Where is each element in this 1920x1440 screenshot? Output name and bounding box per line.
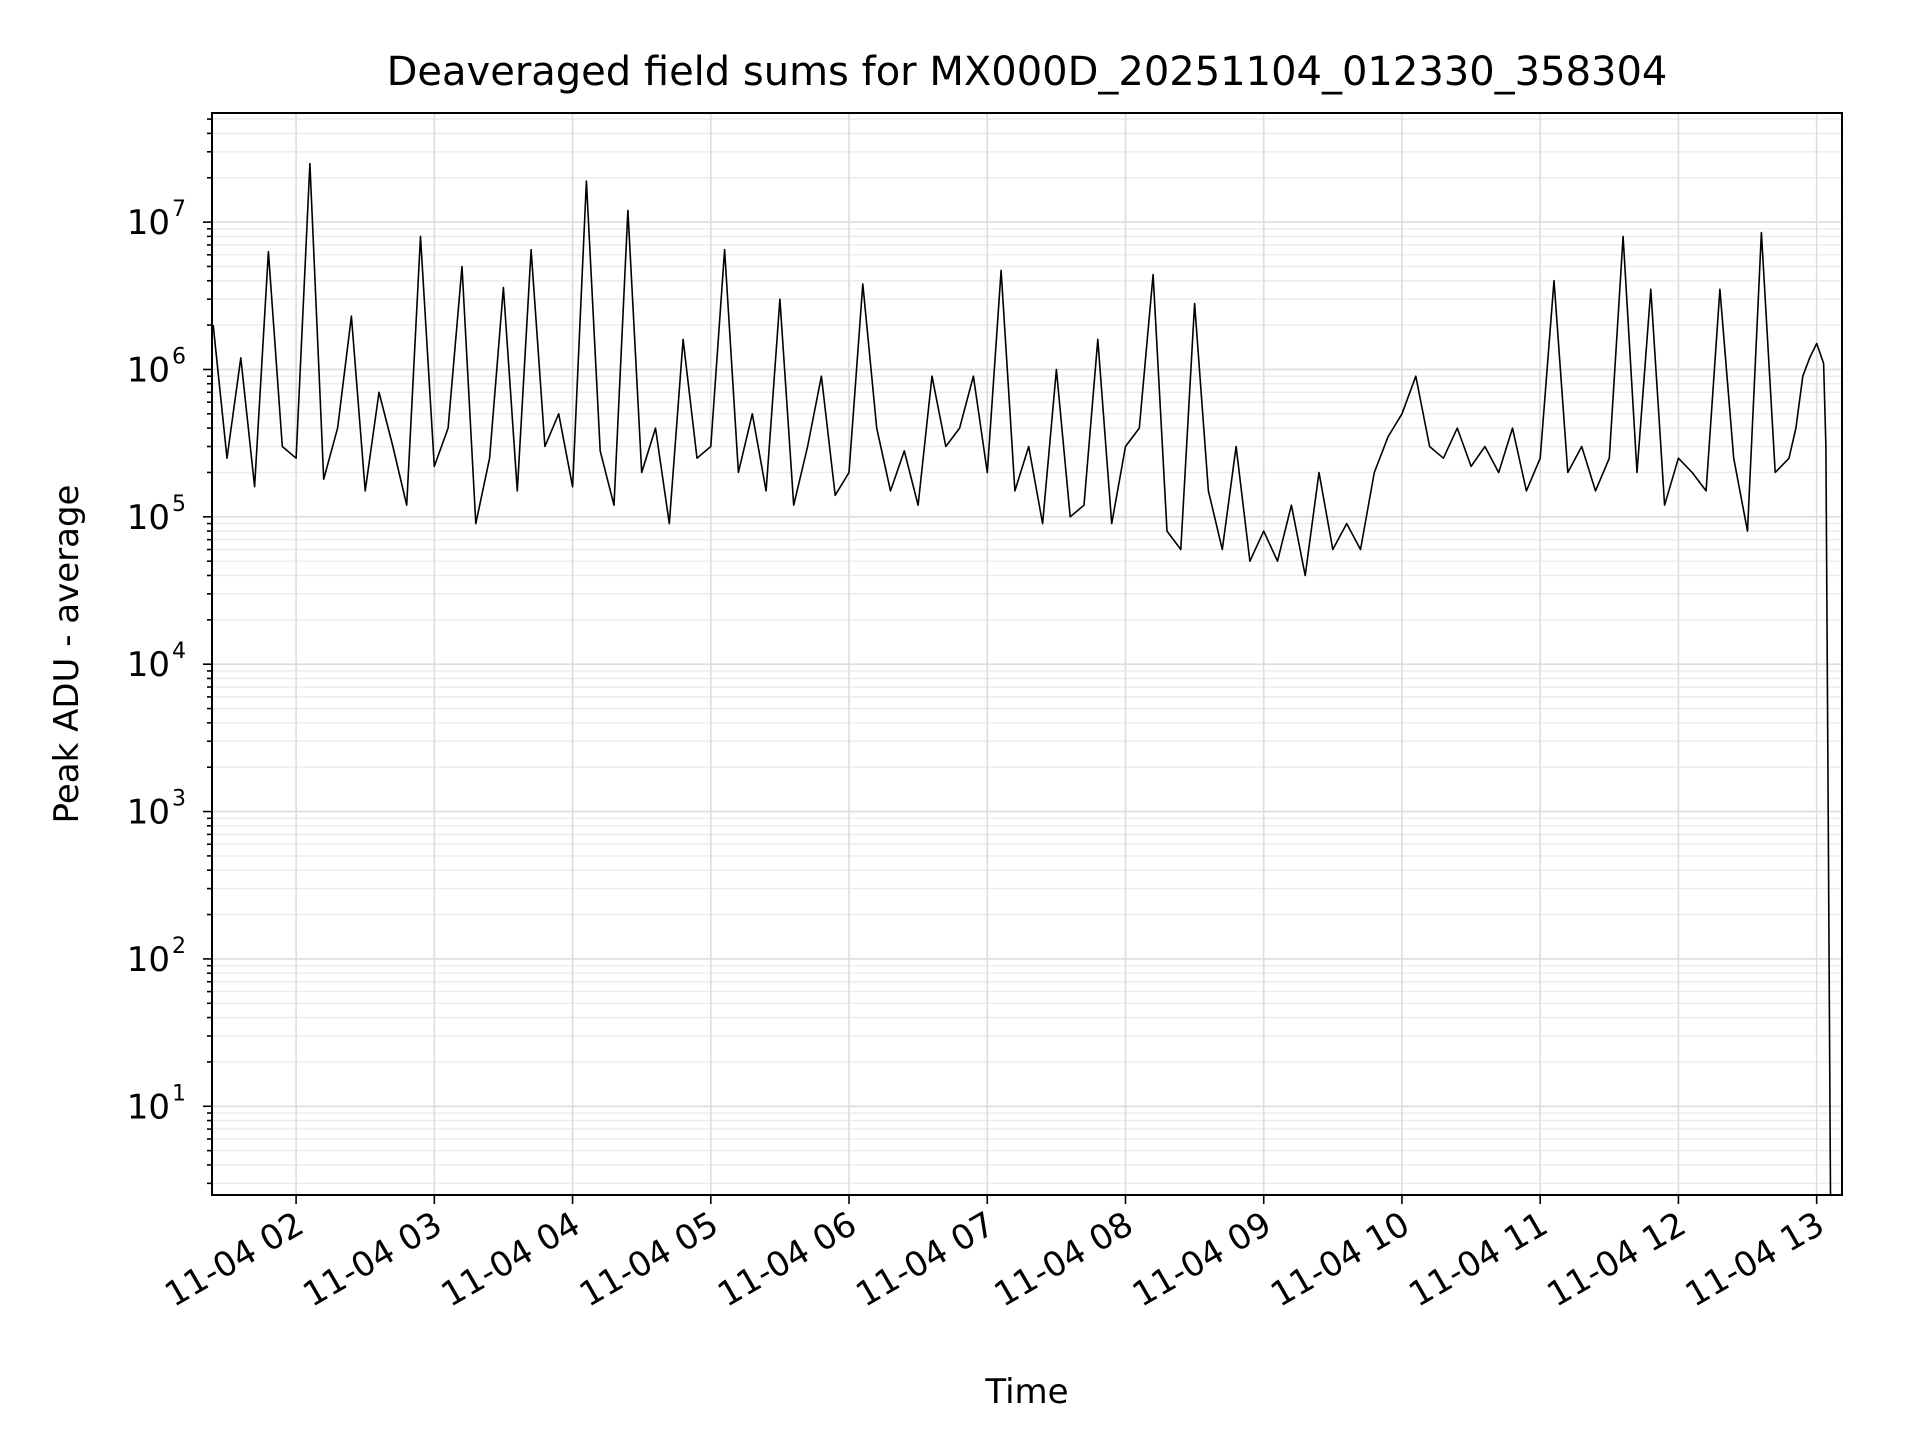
y-tick-exponent: 5	[172, 492, 186, 517]
chart-title: Deaveraged field sums for MX000D_2025110…	[387, 49, 1668, 95]
y-tick-label: 10	[127, 203, 170, 243]
y-tick-exponent: 4	[172, 639, 186, 664]
y-tick-label: 10	[127, 645, 170, 685]
y-tick-label: 10	[127, 793, 170, 833]
grid	[212, 113, 1842, 1195]
y-tick-exponent: 1	[172, 1081, 186, 1106]
x-axis-label: Time	[984, 1372, 1068, 1412]
y-tick-exponent: 7	[172, 197, 186, 222]
y-tick-exponent: 6	[172, 344, 186, 369]
y-tick-label: 10	[127, 498, 170, 538]
y-tick-label: 10	[127, 1087, 170, 1127]
plot-frame	[211, 112, 1843, 1196]
y-axis-label: Peak ADU - average	[47, 485, 87, 824]
y-tick-label: 10	[127, 350, 170, 390]
y-tick-label: 10	[127, 940, 170, 980]
y-tick-exponent: 2	[172, 934, 186, 959]
y-tick-exponent: 3	[172, 787, 186, 812]
series-line	[212, 162, 1832, 1196]
plot-area	[212, 162, 1832, 1196]
